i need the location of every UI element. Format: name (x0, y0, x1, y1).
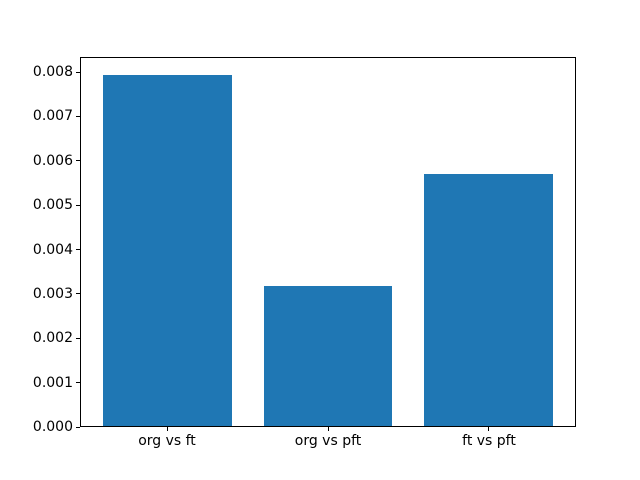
y-tick-mark (76, 205, 80, 206)
y-tick-label: 0.007 (32, 108, 73, 124)
y-tick-label: 0.000 (32, 419, 73, 435)
bar (424, 174, 553, 427)
y-tick-mark (76, 382, 80, 383)
x-tick-label: org vs ft (138, 433, 196, 449)
y-tick-label: 0.005 (32, 197, 73, 213)
y-tick-mark (76, 249, 80, 250)
y-tick-mark (76, 72, 80, 73)
x-tick-label: org vs pft (294, 433, 362, 449)
bar (263, 286, 393, 427)
y-tick-label: 0.006 (32, 153, 73, 169)
y-tick-label: 0.008 (32, 64, 73, 80)
x-tick-mark (328, 427, 329, 431)
bar (103, 74, 232, 427)
y-tick-label: 0.001 (32, 375, 73, 391)
x-tick-mark (167, 427, 168, 431)
y-tick-label: 0.003 (32, 286, 73, 302)
x-tick-label: ft vs pft (462, 433, 516, 449)
plot-area (80, 57, 576, 427)
y-tick-mark (76, 427, 80, 428)
y-tick-mark (76, 293, 80, 294)
y-tick-mark (76, 116, 80, 117)
y-tick-mark (76, 160, 80, 161)
y-tick-mark (76, 338, 80, 339)
y-tick-label: 0.004 (32, 242, 73, 258)
y-tick-label: 0.002 (32, 330, 73, 346)
x-tick-mark (488, 427, 489, 431)
